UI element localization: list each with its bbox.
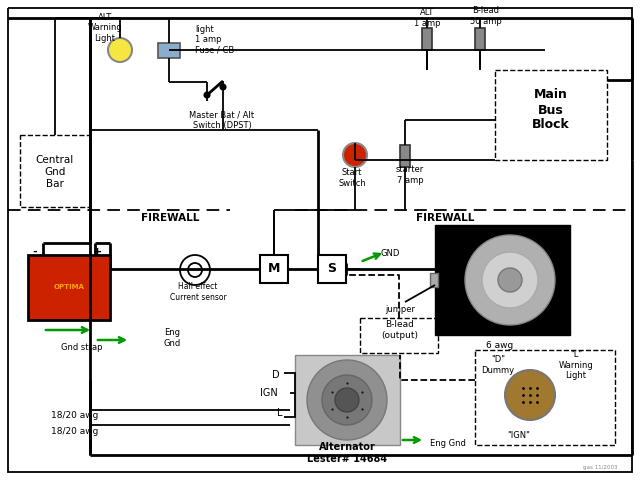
Circle shape <box>180 255 210 285</box>
Text: B-lead
50 amp: B-lead 50 amp <box>470 6 502 26</box>
Text: IGN: IGN <box>260 388 278 398</box>
Circle shape <box>465 235 555 325</box>
Text: Eng
Gnd: Eng Gnd <box>163 328 180 348</box>
Text: jumper: jumper <box>385 305 415 314</box>
Text: -: - <box>33 247 37 257</box>
Bar <box>430 273 438 287</box>
Text: Central
Gnd
Bar: Central Gnd Bar <box>36 156 74 189</box>
Bar <box>400 145 410 167</box>
Circle shape <box>221 84 225 89</box>
Circle shape <box>307 360 387 440</box>
Text: 18/20 awg: 18/20 awg <box>51 410 99 420</box>
Text: Alternator
Lester# 14684: Alternator Lester# 14684 <box>307 442 387 464</box>
Text: Gnd strap: Gnd strap <box>61 344 103 352</box>
Text: L: L <box>276 408 282 418</box>
Text: Master Bat / Alt
Switch (DPST): Master Bat / Alt Switch (DPST) <box>189 110 255 130</box>
Circle shape <box>108 38 132 62</box>
Bar <box>435 225 570 335</box>
Text: B-lead
(output): B-lead (output) <box>381 320 419 340</box>
Text: ALT
Warning
Light: ALT Warning Light <box>88 13 122 43</box>
Bar <box>260 255 288 283</box>
Bar <box>360 318 438 353</box>
Text: ALT
1 amp: ALT 1 amp <box>413 8 440 28</box>
Text: "L"
Warning
Light: "L" Warning Light <box>559 350 593 380</box>
Text: gas 11/2003: gas 11/2003 <box>583 466 617 470</box>
Text: 6 awg: 6 awg <box>486 340 514 349</box>
Circle shape <box>335 388 359 412</box>
Bar <box>28 255 110 320</box>
Text: 18/20 awg: 18/20 awg <box>51 428 99 436</box>
Text: starter
7 amp: starter 7 amp <box>396 165 424 185</box>
Circle shape <box>482 252 538 308</box>
Bar <box>20 135 90 207</box>
Bar <box>422 28 432 50</box>
Text: "D"
Dummy: "D" Dummy <box>481 355 515 375</box>
Circle shape <box>343 143 367 167</box>
Text: D: D <box>273 370 280 380</box>
Text: Main
Bus
Block: Main Bus Block <box>532 88 570 132</box>
Text: GND: GND <box>380 249 400 257</box>
Bar <box>158 43 180 58</box>
Circle shape <box>322 375 372 425</box>
Bar <box>475 350 615 445</box>
Circle shape <box>505 370 555 420</box>
Bar <box>318 255 346 283</box>
Text: M: M <box>268 263 280 276</box>
Bar <box>475 28 485 50</box>
Text: S: S <box>328 263 337 276</box>
Bar <box>295 355 400 445</box>
Circle shape <box>188 263 202 277</box>
Text: FIREWALL: FIREWALL <box>141 213 199 223</box>
Circle shape <box>205 93 209 97</box>
Text: OPTIMA: OPTIMA <box>54 284 84 290</box>
Circle shape <box>498 268 522 292</box>
Text: +: + <box>93 247 102 257</box>
Text: Hall effect
Current sensor: Hall effect Current sensor <box>170 282 227 302</box>
Text: Start
Switch: Start Switch <box>338 168 366 188</box>
Text: light
1 amp
Fuse / CB: light 1 amp Fuse / CB <box>195 25 234 55</box>
Text: "IGN": "IGN" <box>508 431 531 440</box>
Bar <box>495 70 607 160</box>
Text: FIREWALL: FIREWALL <box>416 213 474 223</box>
Text: Eng Gnd: Eng Gnd <box>430 439 466 447</box>
